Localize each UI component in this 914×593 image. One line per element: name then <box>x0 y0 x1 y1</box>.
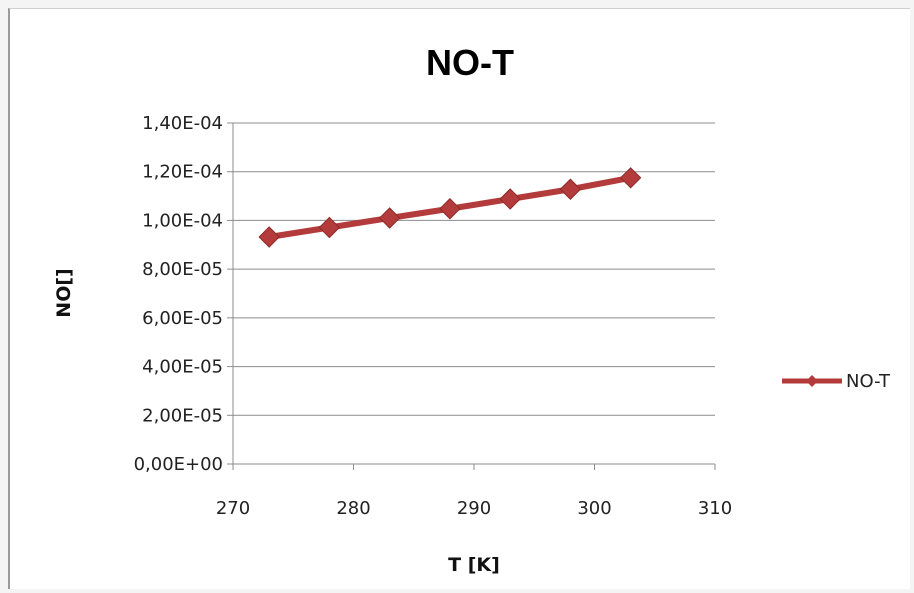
legend-marker-swatch <box>806 375 818 387</box>
y-axis-ticks: 0,00E+00 2,00E-05 4,00E-05 6,00E-05 8,00E-05… <box>134 113 223 475</box>
y-tick-label-4: 8,00E-05 <box>142 259 223 280</box>
y-axis-label: NO[] <box>53 268 75 317</box>
x-tick-label-1: 280 <box>336 498 370 519</box>
data-point-6 <box>619 167 642 189</box>
y-tick-label-2: 4,00E-05 <box>142 357 223 378</box>
chart-title: NO-T <box>426 42 514 83</box>
x-tick-label-4: 310 <box>698 498 732 519</box>
legend-label: NO-T <box>846 371 891 392</box>
y-tick-label-6: 1,20E-04 <box>142 162 223 183</box>
x-tick-label-2: 290 <box>457 498 491 519</box>
y-tick-label-0: 0,00E+00 <box>134 454 223 475</box>
data-point-1 <box>318 216 341 239</box>
x-tick-label-3: 300 <box>577 498 611 519</box>
legend: NO-T <box>782 371 891 392</box>
data-point-2 <box>378 207 401 229</box>
data-point-4 <box>499 188 521 210</box>
chart-area <box>8 8 910 589</box>
x-axis-ticks: 270 280 290 300 310 <box>216 498 732 519</box>
series-layer <box>258 167 642 248</box>
y-tick-label-1: 2,00E-05 <box>142 405 223 426</box>
x-tick-label-0: 270 <box>216 498 250 519</box>
y-tick-label-7: 1,40E-04 <box>142 113 223 134</box>
data-point-0 <box>258 226 280 248</box>
y-tick-label-5: 1,00E-04 <box>142 210 223 231</box>
x-axis-label: T [K] <box>448 554 500 576</box>
gridlines <box>227 122 716 470</box>
data-point-5 <box>559 178 582 200</box>
data-point-3 <box>439 198 461 220</box>
y-tick-label-3: 6,00E-05 <box>142 308 223 329</box>
